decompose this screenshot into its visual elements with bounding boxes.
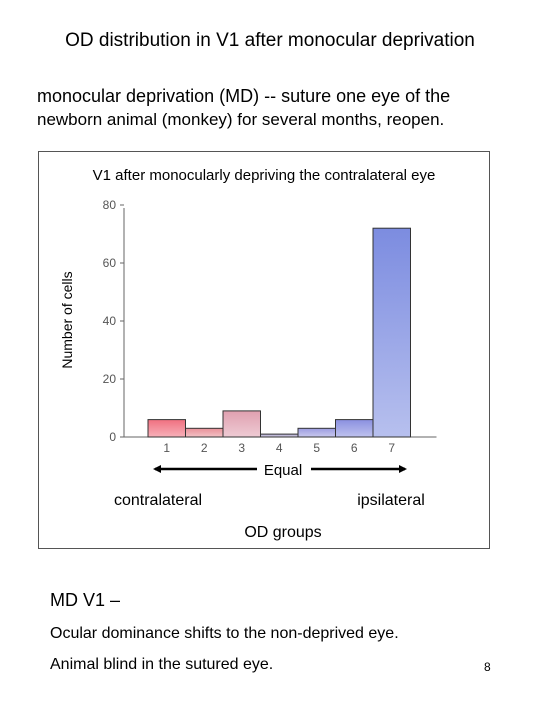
x-tick-label: 5	[313, 441, 320, 455]
contralateral-label: contralateral	[114, 492, 202, 509]
od-group-bar-4	[260, 433, 299, 438]
x-tick-label: 4	[276, 441, 283, 455]
md-v1-heading: MD V1 –	[50, 590, 121, 610]
page-number: 8	[484, 660, 491, 674]
chart-title: V1 after monocularly depriving the contr…	[93, 167, 436, 184]
conclusion-line-2: Animal blind in the sutured eye.	[50, 656, 274, 673]
x-tick-label: 3	[238, 441, 245, 455]
x-tick-label: 6	[351, 441, 358, 455]
y-tick-label: 20	[103, 372, 117, 386]
od-group-bar-5	[297, 427, 336, 438]
x-tick-label: 7	[388, 441, 395, 455]
od-group-bar-7	[372, 227, 411, 438]
figure-box: V1 after monocularly depriving the contr…	[38, 151, 490, 549]
od-histogram-chart: V1 after monocularly depriving the contr…	[59, 167, 437, 541]
od-group-bar-1	[147, 419, 186, 438]
y-tick-label: 40	[103, 314, 117, 328]
x-tick-label: 1	[163, 441, 170, 455]
y-tick-label: 60	[103, 256, 117, 270]
od-group-bar-2	[185, 427, 224, 438]
y-tick-label: 80	[103, 198, 117, 212]
x-axis-label: OD groups	[244, 524, 321, 541]
slide-title: OD distribution in V1 after monocular de…	[65, 30, 475, 51]
conclusion-line-1: Ocular dominance shifts to the non-depri…	[50, 625, 399, 642]
y-tick-label: 0	[109, 430, 116, 444]
od-group-bar-3	[222, 410, 261, 438]
equal-label: Equal	[264, 462, 302, 479]
y-axis-label: Number of cells	[59, 271, 75, 368]
ipsilateral-label: ipsilateral	[357, 492, 425, 509]
definition-line-1: monocular deprivation (MD) -- suture one…	[37, 86, 451, 106]
od-group-bar-6	[335, 419, 374, 438]
definition-line-2: newborn animal (monkey) for several mont…	[37, 110, 445, 129]
x-tick-label: 2	[201, 441, 208, 455]
